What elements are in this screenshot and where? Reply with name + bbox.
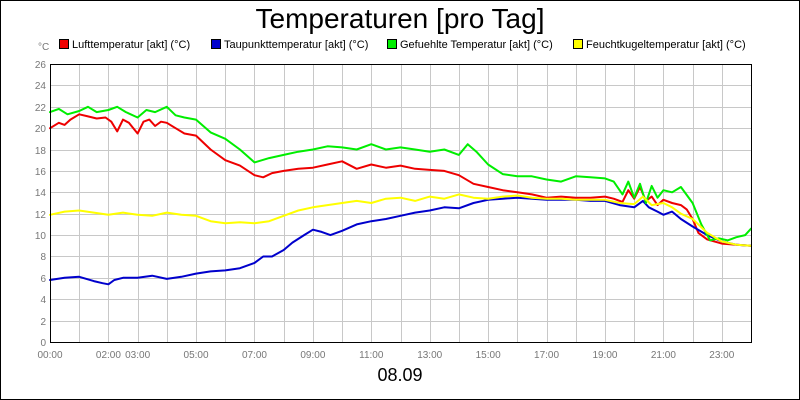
legend-swatch-taupunkttemperatur <box>211 39 221 50</box>
x-tick-label: 13:00 <box>417 350 442 361</box>
y-tick-label: 12 <box>35 210 47 221</box>
x-tick-label: 11:00 <box>359 350 384 361</box>
legend-item-taupunkttemperatur: Taupunkttemperatur [akt] (°C) <box>211 39 368 51</box>
x-tick-label: 02:00 <box>96 350 121 361</box>
legend-swatch-lufttemperatur <box>59 39 69 50</box>
legend-swatch-feuchtkugeltemperatur <box>573 39 583 50</box>
series-line-2 <box>49 105 752 242</box>
y-axis-unit-label: °C <box>38 42 50 53</box>
plot-border <box>50 64 752 343</box>
y-tick-label: 10 <box>35 231 47 242</box>
x-tick-label: 05:00 <box>184 350 209 361</box>
y-tick-label: 18 <box>35 146 47 157</box>
y-tick-label: 26 <box>35 60 47 71</box>
x-tick-label: 00:00 <box>37 350 62 361</box>
legend-swatch-gefuehlte-temperatur <box>387 39 397 50</box>
y-tick-label: 24 <box>35 81 47 92</box>
legend-label-taupunkttemperatur: Taupunkttemperatur [akt] (°C) <box>224 39 369 51</box>
legend-label-feuchtkugeltemperatur: Feuchtkugeltemperatur [akt] (°C) <box>586 39 746 51</box>
y-tick-label: 14 <box>35 188 47 199</box>
y-tick-label: 0 <box>40 338 46 349</box>
y-tick-label: 2 <box>40 317 46 328</box>
series-line-3 <box>49 193 752 247</box>
x-tick-label: 21:00 <box>651 350 676 361</box>
x-tick-label: 03:00 <box>125 350 150 361</box>
legend-label-lufttemperatur: Lufttemperatur [akt] (°C) <box>72 39 191 51</box>
x-tick-label: 15:00 <box>476 350 501 361</box>
legend-item-feuchtkugeltemperatur: Feuchtkugeltemperatur [akt] (°C) <box>573 39 746 51</box>
legend-label-gefuehlte-temperatur: Gefuehlte Temperatur [akt] (°C) <box>400 39 553 51</box>
y-tick-label: 22 <box>35 103 47 114</box>
x-tick-label: 09:00 <box>300 350 325 361</box>
x-tick-label: 07:00 <box>242 350 267 361</box>
y-tick-label: 16 <box>35 167 47 178</box>
legend-item-lufttemperatur: Lufttemperatur [akt] (°C) <box>59 39 190 51</box>
x-axis-date-label: 08.09 <box>377 365 423 385</box>
x-tick-label: 19:00 <box>592 350 617 361</box>
legend-item-gefuehlte-temperatur: Gefuehlte Temperatur [akt] (°C) <box>387 39 553 51</box>
series-line-1 <box>49 196 752 286</box>
y-tick-label: 4 <box>40 295 46 306</box>
series-line-0 <box>49 113 752 247</box>
x-tick-label: 23:00 <box>709 350 734 361</box>
y-tick-label: 20 <box>35 124 47 135</box>
y-tick-label: 8 <box>40 252 46 263</box>
y-tick-label: 6 <box>40 274 46 285</box>
x-tick-label: 17:00 <box>534 350 559 361</box>
chart-title: Temperaturen [pro Tag] <box>255 3 545 34</box>
